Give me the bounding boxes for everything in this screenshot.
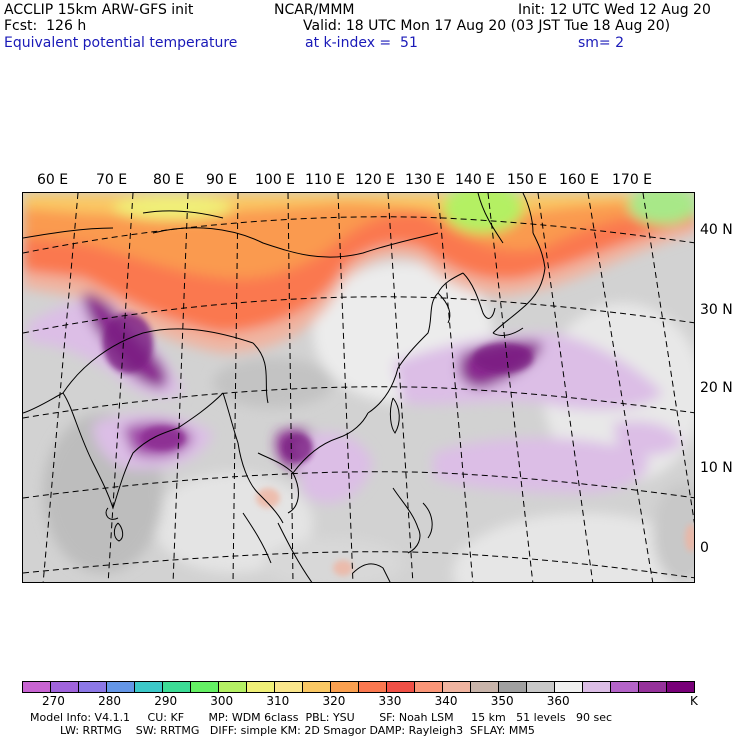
field-name: Equivalent potential temperature xyxy=(4,35,238,51)
colorbar-tick-label: 360 xyxy=(546,694,570,708)
lon-label-130e: 130 E xyxy=(405,172,446,188)
valid-time: Valid: 18 UTC Mon 17 Aug 20 (03 JST Tue … xyxy=(303,18,671,34)
lon-label-150e: 150 E xyxy=(507,172,548,188)
model-title: ACCLIP 15km ARW-GFS init xyxy=(4,2,194,18)
colorbar-swatch xyxy=(275,682,303,692)
colorbar-swatch xyxy=(359,682,387,692)
colorbar-swatch xyxy=(527,682,555,692)
lat-label-0: 0 xyxy=(700,540,709,556)
colorbar-swatch xyxy=(443,682,471,692)
colorbar-swatch xyxy=(107,682,135,692)
lon-label-110e: 110 E xyxy=(305,172,346,188)
lon-label-90e: 90 E xyxy=(206,172,238,188)
colorbar-swatch xyxy=(23,682,51,692)
colorbar-swatch xyxy=(499,682,527,692)
colorbar-swatch xyxy=(79,682,107,692)
colorbar-tick-label: 310 xyxy=(266,694,290,708)
colorbar-swatch xyxy=(51,682,79,692)
colorbar-tick-label: 300 xyxy=(210,694,234,708)
model-info-line2: LW: RRTMG SW: RRTMG DIFF: simple KM: 2D … xyxy=(60,724,535,737)
colorbar-swatch xyxy=(163,682,191,692)
colorbar-tick-label: 320 xyxy=(322,694,346,708)
colorbar-swatch xyxy=(583,682,611,692)
colorbar-swatch xyxy=(331,682,359,692)
colorbar xyxy=(22,681,695,693)
forecast-hour: Fcst: 126 h xyxy=(4,18,87,34)
colorbar-tick-label: 340 xyxy=(434,694,458,708)
lon-label-100e: 100 E xyxy=(255,172,296,188)
equivalent-potential-temperature-map xyxy=(22,192,695,583)
organization-label: NCAR/MMM xyxy=(274,2,355,18)
lat-label-30n: 30 N xyxy=(700,302,733,318)
colorbar-tick-label: 280 xyxy=(98,694,122,708)
colorbar-swatch xyxy=(415,682,443,692)
lon-label-120e: 120 E xyxy=(355,172,396,188)
colorbar-swatch xyxy=(303,682,331,692)
colorbar-unit: K xyxy=(690,694,698,708)
colorbar-swatch xyxy=(387,682,415,692)
lon-label-80e: 80 E xyxy=(153,172,185,188)
init-time: Init: 12 UTC Wed 12 Aug 20 xyxy=(518,2,711,18)
model-info-line1: Model Info: V4.1.1 CU: KF MP: WDM 6class… xyxy=(30,711,613,724)
colorbar-tick-label: 270 xyxy=(42,694,65,708)
lon-label-140e: 140 E xyxy=(455,172,496,188)
colorbar-swatch xyxy=(555,682,583,692)
lat-label-10n: 10 N xyxy=(700,460,733,476)
colorbar-swatch xyxy=(191,682,219,692)
lon-label-60e: 60 E xyxy=(37,172,69,188)
colorbar-swatch xyxy=(667,682,694,692)
lat-label-40n: 40 N xyxy=(700,222,733,238)
colorbar-swatch xyxy=(611,682,639,692)
lon-label-170e: 170 E xyxy=(612,172,653,188)
colorbar-swatch xyxy=(639,682,667,692)
colorbar-tick-label: 290 xyxy=(154,694,178,708)
level-label: at k-index = 51 xyxy=(305,35,418,51)
colorbar-swatch xyxy=(219,682,247,692)
colorbar-tick-label: 350 xyxy=(490,694,514,708)
colorbar-tick-label: 330 xyxy=(378,694,402,708)
colorbar-swatch xyxy=(247,682,275,692)
colorbar-swatch xyxy=(135,682,163,692)
lon-label-160e: 160 E xyxy=(559,172,600,188)
lon-label-70e: 70 E xyxy=(96,172,128,188)
colorbar-swatch xyxy=(471,682,499,692)
smoothing-label: sm= 2 xyxy=(578,35,625,51)
lat-label-20n: 20 N xyxy=(700,380,733,396)
